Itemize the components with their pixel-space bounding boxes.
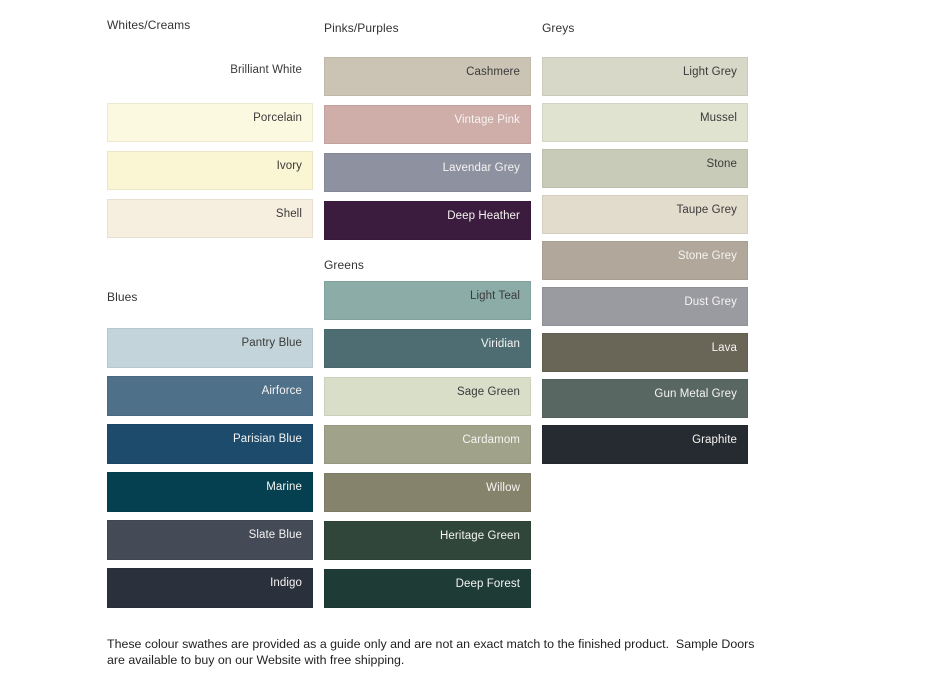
swatch-lava: Lava <box>542 333 748 372</box>
swatch-label: Slate Blue <box>248 529 302 541</box>
group-greens: Greens Light Teal Viridian Sage Green Ca… <box>324 258 531 608</box>
swatch-label: Light Grey <box>682 66 737 78</box>
swatch-label: Airforce <box>261 385 302 397</box>
footer-note: These colour swathes are provided as a g… <box>107 637 758 667</box>
swatch-label: Ivory <box>276 160 302 172</box>
group-heading-greys: Greys <box>542 21 575 35</box>
swatch-porcelain: Porcelain <box>107 103 313 142</box>
swatch-mussel: Mussel <box>542 103 748 142</box>
swatch-label: Pantry Blue <box>241 337 302 349</box>
swatch-label: Cashmere <box>466 66 520 78</box>
swatch-vintage-pink: Vintage Pink <box>324 105 531 144</box>
swatch-brilliant-white: Brilliant White <box>107 55 313 94</box>
swatch-label: Stone <box>706 158 737 170</box>
swatch-heritage-green: Heritage Green <box>324 521 531 560</box>
swatch-airforce: Airforce <box>107 376 313 416</box>
swatch-label: Vintage Pink <box>454 114 520 126</box>
swatch-label: Graphite <box>692 434 737 446</box>
swatch-viridian: Viridian <box>324 329 531 368</box>
swatch-label: Brilliant White <box>230 64 302 76</box>
swatch-parisian-blue: Parisian Blue <box>107 424 313 464</box>
swatch-label: Heritage Green <box>439 530 520 542</box>
swatch-list-whites-creams: Brilliant White Porcelain Ivory Shell <box>107 55 313 238</box>
swatch-stone: Stone <box>542 149 748 188</box>
swatch-willow: Willow <box>324 473 531 512</box>
swatch-shell: Shell <box>107 199 313 238</box>
swatch-label: Taupe Grey <box>676 204 737 216</box>
group-heading-whites-creams: Whites/Creams <box>107 18 191 32</box>
swatch-light-grey: Light Grey <box>542 57 748 96</box>
swatch-light-teal: Light Teal <box>324 281 531 320</box>
swatch-label: Indigo <box>270 577 302 589</box>
swatch-graphite: Graphite <box>542 425 748 464</box>
swatch-dust-grey: Dust Grey <box>542 287 748 326</box>
group-pinks-purples: Pinks/Purples Cashmere Vintage Pink Lave… <box>324 21 531 240</box>
swatch-ivory: Ivory <box>107 151 313 190</box>
swatch-label: Marine <box>266 481 302 493</box>
swatch-lavendar-grey: Lavendar Grey <box>324 153 531 192</box>
swatch-stone-grey: Stone Grey <box>542 241 748 280</box>
group-whites-creams: Whites/Creams Brilliant White Porcelain … <box>107 18 313 238</box>
swatch-list-blues: Pantry Blue Airforce Parisian Blue Marin… <box>107 328 313 608</box>
swatch-label: Cardamom <box>462 434 520 446</box>
swatch-list-pinks-purples: Cashmere Vintage Pink Lavendar Grey Deep… <box>324 57 531 240</box>
swatch-label: Gun Metal Grey <box>654 388 737 400</box>
swatch-pantry-blue: Pantry Blue <box>107 328 313 368</box>
swatch-label: Lavendar Grey <box>442 162 520 174</box>
swatch-list-greys: Light Grey Mussel Stone Taupe Grey Stone… <box>542 57 748 464</box>
swatch-label: Shell <box>275 208 302 220</box>
swatch-list-greens: Light Teal Viridian Sage Green Cardamom … <box>324 281 531 608</box>
swatch-indigo: Indigo <box>107 568 313 608</box>
swatch-label: Stone Grey <box>677 250 737 262</box>
swatch-taupe-grey: Taupe Grey <box>542 195 748 234</box>
swatch-slate-blue: Slate Blue <box>107 520 313 560</box>
swatch-gun-metal-grey: Gun Metal Grey <box>542 379 748 418</box>
group-heading-blues: Blues <box>107 290 138 304</box>
swatch-label: Light Teal <box>469 290 520 302</box>
swatch-label: Sage Green <box>456 386 520 398</box>
swatch-deep-forest: Deep Forest <box>324 569 531 608</box>
group-heading-pinks-purples: Pinks/Purples <box>324 21 399 35</box>
swatch-label: Porcelain <box>253 112 302 124</box>
swatch-label: Mussel <box>699 112 737 124</box>
group-greys: Greys Light Grey Mussel Stone Taupe Grey… <box>542 21 748 464</box>
swatch-label: Dust Grey <box>684 296 737 308</box>
swatch-label: Willow <box>486 482 520 494</box>
swatch-marine: Marine <box>107 472 313 512</box>
swatch-deep-heather: Deep Heather <box>324 201 531 240</box>
swatch-label: Lava <box>711 342 737 354</box>
swatch-cashmere: Cashmere <box>324 57 531 96</box>
swatch-cardamom: Cardamom <box>324 425 531 464</box>
group-heading-greens: Greens <box>324 258 364 272</box>
swatch-label: Deep Heather <box>447 210 520 222</box>
swatch-label: Deep Forest <box>455 578 520 590</box>
swatch-label: Parisian Blue <box>232 433 302 445</box>
swatch-sage-green: Sage Green <box>324 377 531 416</box>
swatch-label: Viridian <box>481 338 520 350</box>
group-blues: Blues Pantry Blue Airforce Parisian Blue… <box>107 290 313 608</box>
